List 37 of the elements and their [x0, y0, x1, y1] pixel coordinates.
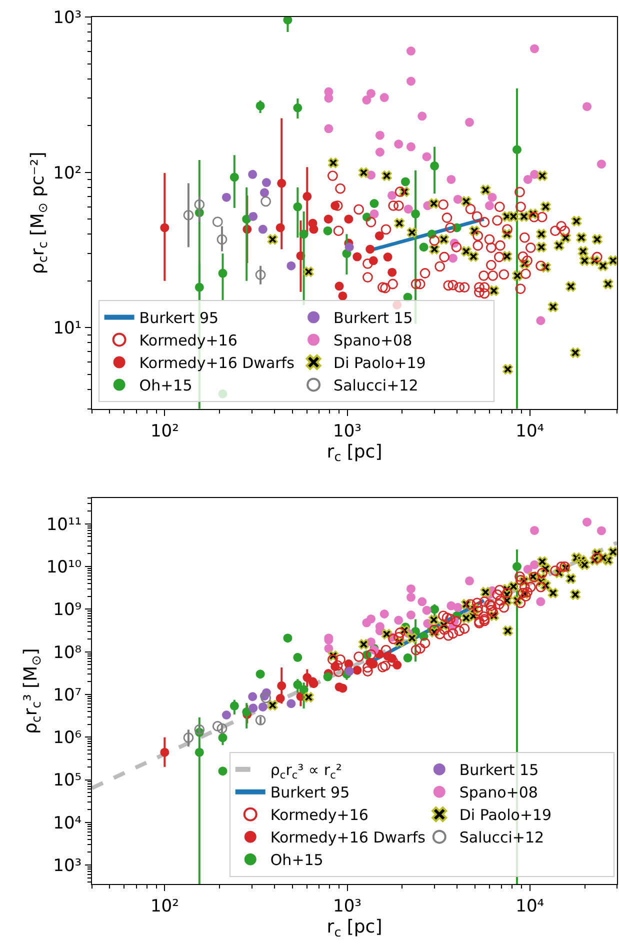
y-tick-label: 10⁷ [53, 685, 82, 706]
legend-label: Burkert 15 [334, 309, 413, 328]
x-tick-label: 10³ [333, 896, 362, 916]
legend-label: Salucci+12 [459, 828, 544, 847]
legend-label: Di Paolo+19 [459, 806, 552, 824]
legend-label: Salucci+12 [334, 376, 418, 395]
legend-label: Kormedy+16 [270, 806, 368, 824]
legend-label: Di Paolo+19 [334, 354, 426, 372]
legend-label: Oh+15 [139, 376, 192, 395]
y-tick-label: 10⁵ [53, 770, 82, 791]
x-tick-label: 10³ [333, 421, 362, 442]
y-tick-label: 10⁹ [53, 600, 82, 620]
legend-label: Kormedy+16 Dwarfs [139, 354, 295, 372]
legend-label: Oh+15 [270, 851, 324, 870]
legend-label: Spano+08 [334, 332, 412, 350]
x-axis-title: r$_{c}$ [pc] [326, 916, 382, 940]
legend-label: Burkert 95 [270, 784, 350, 802]
y-tick-label: 10⁶ [53, 728, 82, 748]
x-tick-label: 10⁴ [516, 421, 544, 442]
x-axis-title: r$_{c}$ [pc] [326, 441, 382, 464]
legend-label: Burkert 95 [139, 309, 219, 328]
legend-label: Kormedy+16 [139, 332, 238, 350]
y-tick-label: 10³ [53, 8, 82, 28]
legend-label: Kormedy+16 Dwarfs [270, 828, 426, 847]
legend-label: Burkert 15 [459, 761, 539, 780]
x-tick-label: 10² [150, 896, 179, 916]
y-tick-label: 10³ [53, 856, 82, 876]
y-tick-label: 10¹¹ [46, 514, 82, 535]
y-tick-label: 10¹⁰ [46, 557, 82, 578]
y-tick-label: 10⁸ [53, 642, 82, 663]
x-tick-label: 10² [150, 421, 179, 442]
y-tick-label: 10² [53, 163, 82, 184]
y-tick-label: 10¹ [53, 318, 82, 339]
y-tick-label: 10⁴ [53, 813, 82, 834]
legend-label: ρ$_{c}$r$_{c}$³ ∝ r$_{c}$² [270, 761, 342, 782]
legend-label: Spano+08 [459, 784, 538, 802]
x-tick-label: 10⁴ [516, 896, 544, 916]
